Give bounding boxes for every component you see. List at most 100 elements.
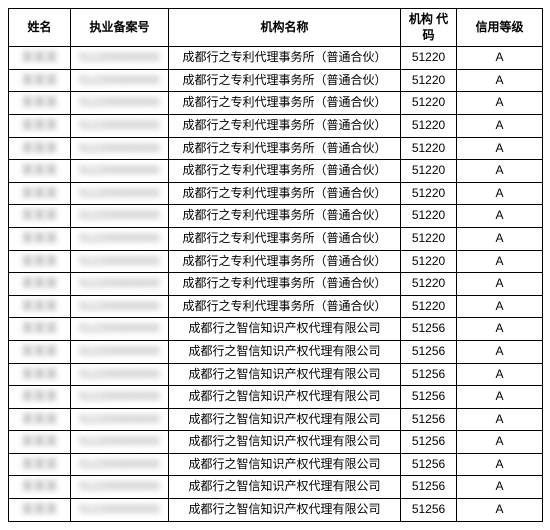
cell-grade: A: [457, 386, 543, 409]
cell-name: 某某某: [9, 114, 71, 137]
cell-name: 某某某: [9, 295, 71, 318]
col-header-org: 机构名称: [169, 9, 401, 47]
table-row: 某某某512200000000成都行之专利代理事务所（普通合伙）51220A: [9, 205, 543, 228]
col-header-grade: 信用等级: [457, 9, 543, 47]
cell-code: 51220: [401, 69, 457, 92]
cell-grade: A: [457, 476, 543, 499]
cell-grade: A: [457, 318, 543, 341]
cell-grade: A: [457, 250, 543, 273]
table-row: 某某某512200000000成都行之专利代理事务所（普通合伙）51220A: [9, 69, 543, 92]
cell-name: 某某某: [9, 318, 71, 341]
cell-reg: 512200000000: [71, 499, 169, 522]
table-row: 某某某512200000000成都行之专利代理事务所（普通合伙）51220A: [9, 227, 543, 250]
cell-code: 51256: [401, 408, 457, 431]
cell-code: 51256: [401, 476, 457, 499]
cell-name: 某某某: [9, 408, 71, 431]
table-row: 某某某512200000000成都行之智信知识产权代理有限公司51256A: [9, 408, 543, 431]
cell-grade: A: [457, 114, 543, 137]
table-row: 某某某512200000000成都行之智信知识产权代理有限公司51256A: [9, 318, 543, 341]
cell-grade: A: [457, 363, 543, 386]
cell-name: 某某某: [9, 137, 71, 160]
cell-reg: 512200000000: [71, 182, 169, 205]
table-row: 某某某512200000000成都行之智信知识产权代理有限公司51256A: [9, 363, 543, 386]
cell-name: 某某某: [9, 340, 71, 363]
cell-org: 成都行之专利代理事务所（普通合伙）: [169, 227, 401, 250]
table-row: 某某某512200000000成都行之专利代理事务所（普通合伙）51220A: [9, 114, 543, 137]
cell-name: 某某某: [9, 92, 71, 115]
cell-code: 51220: [401, 137, 457, 160]
table-row: 某某某512200000000成都行之智信知识产权代理有限公司51256A: [9, 499, 543, 522]
cell-reg: 512200000000: [71, 250, 169, 273]
cell-org: 成都行之专利代理事务所（普通合伙）: [169, 69, 401, 92]
col-header-code: 机构 代码: [401, 9, 457, 47]
cell-name: 某某某: [9, 499, 71, 522]
cell-code: 51220: [401, 114, 457, 137]
cell-org: 成都行之智信知识产权代理有限公司: [169, 453, 401, 476]
cell-reg: 512200000000: [71, 47, 169, 70]
cell-name: 某某某: [9, 250, 71, 273]
cell-grade: A: [457, 408, 543, 431]
cell-code: 51256: [401, 318, 457, 341]
cell-reg: 512200000000: [71, 205, 169, 228]
cell-reg: 512200000000: [71, 453, 169, 476]
cell-grade: A: [457, 499, 543, 522]
cell-code: 51220: [401, 160, 457, 183]
cell-code: 51220: [401, 182, 457, 205]
table-body: 某某某512200000000成都行之专利代理事务所（普通合伙）51220A某某…: [9, 47, 543, 521]
table-row: 某某某512200000000成都行之专利代理事务所（普通合伙）51220A: [9, 273, 543, 296]
cell-code: 51220: [401, 273, 457, 296]
cell-reg: 512200000000: [71, 114, 169, 137]
cell-grade: A: [457, 205, 543, 228]
table-head: 姓名 执业备案号 机构名称 机构 代码 信用等级: [9, 9, 543, 47]
table-row: 某某某512200000000成都行之智信知识产权代理有限公司51256A: [9, 476, 543, 499]
cell-org: 成都行之智信知识产权代理有限公司: [169, 476, 401, 499]
table-row: 某某某512200000000成都行之智信知识产权代理有限公司51256A: [9, 431, 543, 454]
cell-org: 成都行之专利代理事务所（普通合伙）: [169, 250, 401, 273]
cell-reg: 512200000000: [71, 340, 169, 363]
cell-org: 成都行之智信知识产权代理有限公司: [169, 340, 401, 363]
cell-name: 某某某: [9, 160, 71, 183]
cell-code: 51256: [401, 431, 457, 454]
cell-reg: 512200000000: [71, 160, 169, 183]
cell-name: 某某某: [9, 205, 71, 228]
cell-reg: 512200000000: [71, 69, 169, 92]
cell-code: 51256: [401, 499, 457, 522]
cell-org: 成都行之专利代理事务所（普通合伙）: [169, 92, 401, 115]
cell-grade: A: [457, 273, 543, 296]
cell-org: 成都行之专利代理事务所（普通合伙）: [169, 47, 401, 70]
table-row: 某某某512200000000成都行之智信知识产权代理有限公司51256A: [9, 386, 543, 409]
cell-org: 成都行之智信知识产权代理有限公司: [169, 363, 401, 386]
cell-grade: A: [457, 137, 543, 160]
col-header-name: 姓名: [9, 9, 71, 47]
cell-name: 某某某: [9, 47, 71, 70]
cell-org: 成都行之专利代理事务所（普通合伙）: [169, 205, 401, 228]
cell-code: 51220: [401, 250, 457, 273]
cell-code: 51256: [401, 340, 457, 363]
cell-org: 成都行之专利代理事务所（普通合伙）: [169, 295, 401, 318]
cell-name: 某某某: [9, 453, 71, 476]
table-row: 某某某512200000000成都行之专利代理事务所（普通合伙）51220A: [9, 295, 543, 318]
cell-code: 51256: [401, 363, 457, 386]
cell-reg: 512200000000: [71, 386, 169, 409]
cell-org: 成都行之智信知识产权代理有限公司: [169, 318, 401, 341]
cell-code: 51220: [401, 205, 457, 228]
table-row: 某某某512200000000成都行之专利代理事务所（普通合伙）51220A: [9, 92, 543, 115]
cell-reg: 512200000000: [71, 227, 169, 250]
cell-name: 某某某: [9, 476, 71, 499]
cell-grade: A: [457, 431, 543, 454]
cell-reg: 512200000000: [71, 363, 169, 386]
cell-code: 51220: [401, 47, 457, 70]
cell-org: 成都行之专利代理事务所（普通合伙）: [169, 273, 401, 296]
table-row: 某某某512200000000成都行之智信知识产权代理有限公司51256A: [9, 453, 543, 476]
cell-reg: 512200000000: [71, 318, 169, 341]
cell-grade: A: [457, 340, 543, 363]
cell-org: 成都行之专利代理事务所（普通合伙）: [169, 137, 401, 160]
cell-org: 成都行之智信知识产权代理有限公司: [169, 386, 401, 409]
cell-name: 某某某: [9, 227, 71, 250]
cell-code: 51256: [401, 453, 457, 476]
table-row: 某某某512200000000成都行之专利代理事务所（普通合伙）51220A: [9, 182, 543, 205]
cell-org: 成都行之智信知识产权代理有限公司: [169, 431, 401, 454]
cell-reg: 512200000000: [71, 431, 169, 454]
table-row: 某某某512200000000成都行之智信知识产权代理有限公司51256A: [9, 340, 543, 363]
cell-grade: A: [457, 160, 543, 183]
